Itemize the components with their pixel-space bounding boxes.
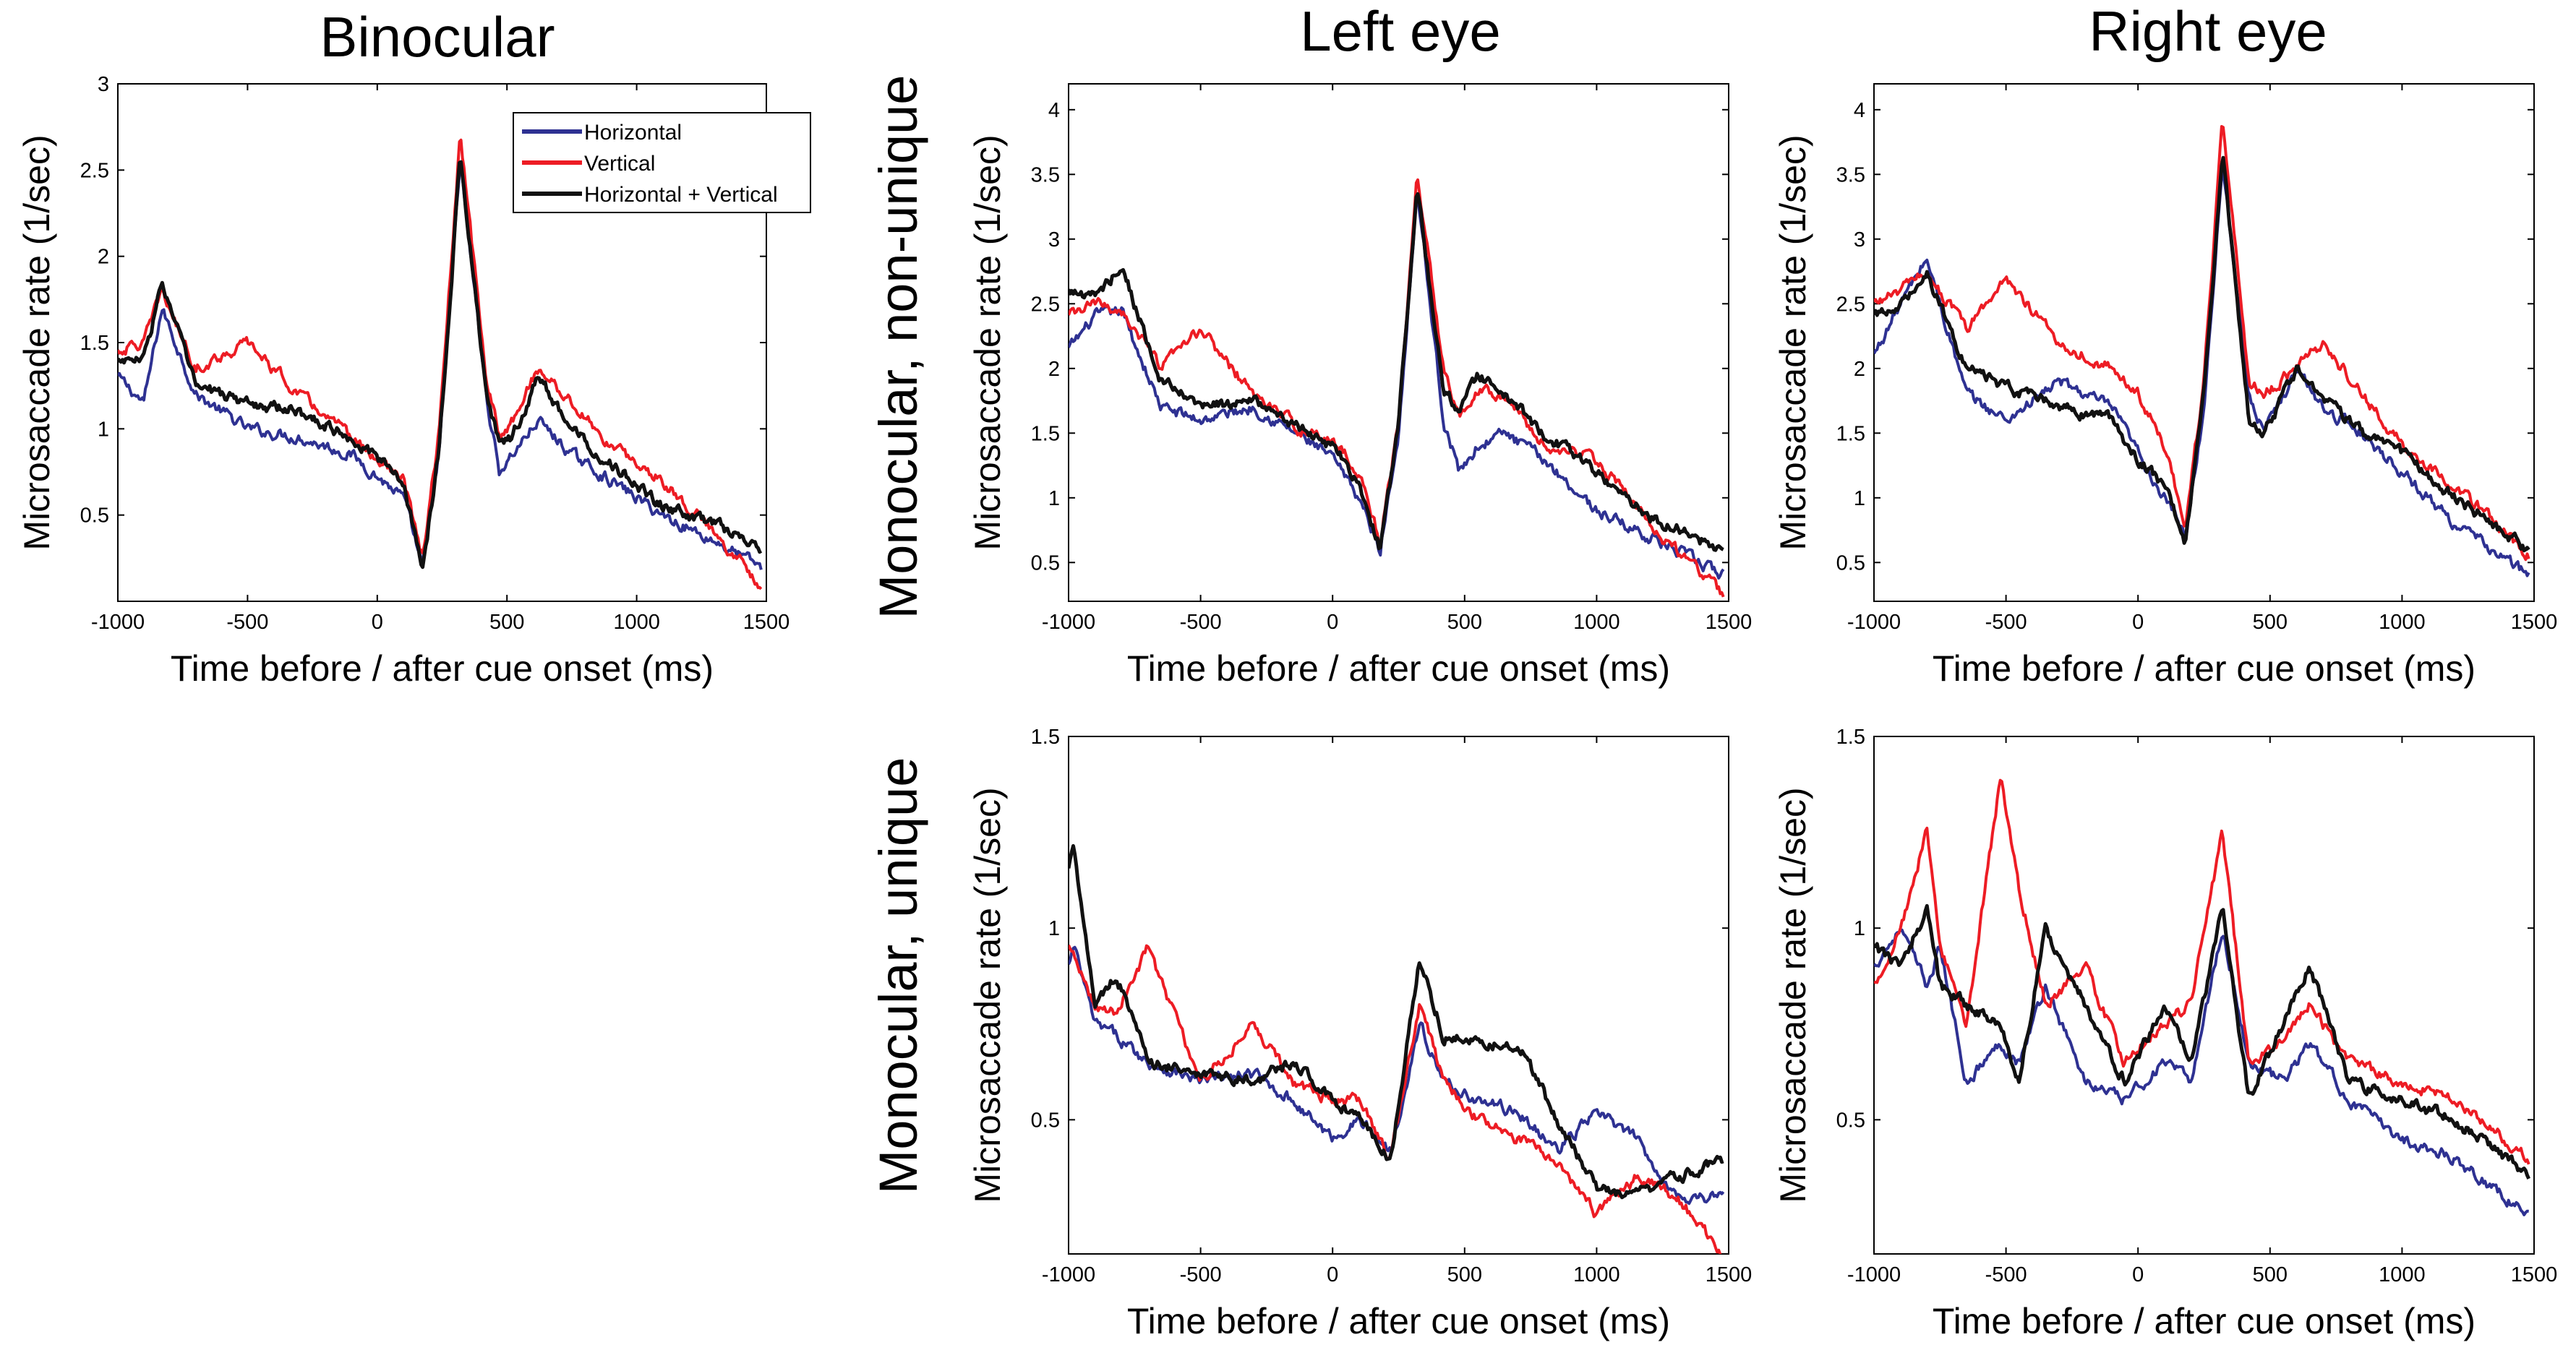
x-tick-label: 1500 [1706,611,1753,634]
legend-label-vertical: Vertical [584,152,655,176]
col-title-right-eye: Right eye [2089,0,2327,63]
row-label-nonunique: Monocular, non-unique [868,75,928,619]
y-tick-label: 0.5 [1031,551,1060,575]
x-tick-label: -500 [1985,611,2027,634]
x-tick-label: 0 [2132,611,2144,634]
panel-frame-left-nonunique [1068,83,1729,602]
y-tick-label: 3.5 [1031,163,1060,186]
y-tick-label: 0.5 [1031,1109,1060,1132]
y-axis-label: Microsaccade rate (1/sec) [1773,134,1813,550]
panel-right-nonunique: -1000 -500 0 500 1000 1500 0.5 1 1.5 2 2.5 3 3.5 4 Tim… [1773,84,2557,689]
x-tick-label: 500 [2253,611,2288,634]
y-tick-label: 2 [1854,358,1865,381]
y-tick-label: 3 [1854,228,1865,252]
series-line-horizontal-vertical [118,160,763,570]
series-line-horizontal-vertical [1874,903,2530,1179]
x-tick-label: 500 [1447,611,1482,634]
x-tick-label: 500 [489,611,524,634]
panel-left-unique: -1000 -500 0 500 1000 1500 0.5 1 1.5 Time before … [967,726,1752,1341]
y-tick-label: 2.5 [80,159,109,182]
series-line-horizontal [1069,193,1725,580]
panel-frame-right-nonunique [1873,83,2535,602]
x-axis-label: Time before / after cue onset (ms) [1127,648,1670,689]
x-tick-label: 1000 [2379,611,2426,634]
series-line-horizontal [1874,168,2530,577]
y-tick-label: 0.5 [1836,551,1865,575]
y-axis-label: Microsaccade rate (1/sec) [967,787,1008,1203]
x-axis-label: Time before / after cue onset (ms) [1933,1301,2476,1341]
y-axis-label: Microsaccade rate (1/sec) [1773,787,1813,1203]
y-tick-label: 1 [1854,917,1865,940]
y-axis-label: Microsaccade rate (1/sec) [967,134,1008,550]
row-label-unique: Monocular, unique [868,757,928,1195]
x-tick-label: -1000 [1042,1263,1095,1286]
x-tick-label: 1000 [1573,1263,1620,1286]
x-tick-label: 1500 [2511,1263,2558,1286]
series-line-vertical [1069,178,1725,598]
x-tick-label: 500 [1447,1263,1482,1286]
panel-frame-right-unique [1873,736,2535,1255]
y-tick-label: 1 [1854,487,1865,510]
legend-label-combined: Horizontal + Vertical [584,183,778,207]
series-line-horizontal [1069,945,1725,1206]
y-axis-label: Microsaccade rate (1/sec) [17,134,57,550]
series-line-horizontal [1874,928,2529,1216]
x-tick-label: 0 [372,611,383,634]
x-axis-label: Time before / after cue onset (ms) [1127,1301,1670,1341]
series-line-horizontal-vertical [1069,843,1724,1200]
x-tick-label: -1000 [91,611,145,634]
x-tick-label: 1000 [613,611,660,634]
panel-right-unique: -1000 -500 0 500 1000 1500 0.5 1 1.5 Time before … [1773,726,2557,1341]
x-tick-label: 0 [2132,1263,2144,1286]
col-title-left-eye: Left eye [1300,0,1501,63]
x-tick-label: 500 [2253,1263,2288,1286]
y-tick-label: 1.5 [1836,726,1865,749]
y-tick-label: 2.5 [1031,293,1060,316]
series-line-horizontal-vertical [1874,155,2530,553]
y-tick-label: 2.5 [1836,293,1865,316]
y-tick-label: 1.5 [1031,726,1060,749]
y-tick-label: 2 [1048,358,1060,381]
y-tick-label: 4 [1854,99,1865,122]
x-tick-label: 1500 [1706,1263,1753,1286]
x-tick-label: -1000 [1847,611,1901,634]
panel-binocular: -1000 -500 0 500 1000 1500 0.5 1 1.5 2 2.5 3 Time be… [17,73,790,689]
x-tick-label: 1000 [1573,611,1620,634]
y-tick-label: 1.5 [1836,422,1865,445]
x-tick-label: -500 [226,611,268,634]
x-tick-label: -500 [1180,611,1222,634]
x-tick-label: -1000 [1847,1263,1901,1286]
x-tick-label: -1000 [1042,611,1095,634]
y-tick-label: 1.5 [80,332,109,355]
y-tick-label: 3 [1048,228,1060,252]
x-tick-label: 1000 [2379,1263,2426,1286]
y-tick-label: 0.5 [80,504,109,528]
series-line-vertical [1069,944,1722,1254]
series-line-vertical [1874,778,2530,1165]
y-tick-label: 0.5 [1836,1109,1865,1132]
panel-left-nonunique: -1000 -500 0 500 1000 1500 0.5 1 1.5 2 2.5 3 3.5 4 Tim… [967,84,1752,689]
y-tick-label: 1 [1048,487,1060,510]
x-tick-label: 0 [1327,611,1338,634]
x-tick-label: 0 [1327,1263,1338,1286]
x-tick-label: -500 [1180,1263,1222,1286]
x-axis-label: Time before / after cue onset (ms) [171,648,714,689]
y-tick-label: 3 [98,73,109,96]
y-tick-label: 1.5 [1031,422,1060,445]
y-tick-label: 3.5 [1836,163,1865,186]
x-tick-label: 1500 [2511,611,2558,634]
col-title-binocular: Binocular [320,5,555,69]
y-tick-label: 1 [1048,917,1060,940]
y-tick-label: 1 [98,418,109,441]
legend-label-horizontal: Horizontal [584,121,682,145]
x-tick-label: -500 [1985,1263,2027,1286]
legend: Horizontal Vertical Horizontal + Vertica… [513,112,811,213]
panel-frame-left-unique [1068,736,1729,1255]
series-line-horizontal-vertical [1069,192,1724,552]
x-tick-label: 1500 [743,611,790,634]
x-axis-label: Time before / after cue onset (ms) [1933,648,2476,689]
y-tick-label: 4 [1048,99,1060,122]
y-tick-label: 2 [98,246,109,269]
